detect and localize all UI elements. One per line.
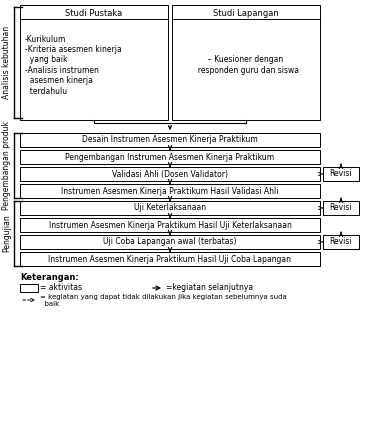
Text: Keterangan:: Keterangan: <box>20 273 79 282</box>
FancyBboxPatch shape <box>20 167 320 181</box>
FancyBboxPatch shape <box>20 133 320 147</box>
FancyBboxPatch shape <box>20 218 320 232</box>
FancyBboxPatch shape <box>20 284 38 292</box>
Text: Desain Instrumen Asesmen Kinerja Praktikum: Desain Instrumen Asesmen Kinerja Praktik… <box>82 135 258 145</box>
FancyBboxPatch shape <box>20 235 320 249</box>
FancyBboxPatch shape <box>20 150 320 164</box>
Text: Analisis kebutuhan: Analisis kebutuhan <box>3 26 12 99</box>
Text: Studi Lapangan: Studi Lapangan <box>213 8 279 17</box>
Text: Instrumen Asesmen Kinerja Praktikum Hasil Validasi Ahli: Instrumen Asesmen Kinerja Praktikum Hasi… <box>61 186 279 195</box>
Text: = kegiatan yang dapat tidak dilakukan jika kegiatan sebelumnya suda
  baik: = kegiatan yang dapat tidak dilakukan ji… <box>40 294 287 307</box>
FancyBboxPatch shape <box>20 201 320 215</box>
FancyBboxPatch shape <box>323 235 359 249</box>
Text: Uji Coba Lapangan awal (terbatas): Uji Coba Lapangan awal (terbatas) <box>103 238 237 247</box>
FancyBboxPatch shape <box>20 5 168 120</box>
FancyBboxPatch shape <box>20 184 320 198</box>
Text: Instrumen Asesmen Kinerja Praktikum Hasil Uji Keterlaksanaan: Instrumen Asesmen Kinerja Praktikum Hasi… <box>49 221 292 230</box>
Text: Studi Pustaka: Studi Pustaka <box>65 8 123 17</box>
FancyBboxPatch shape <box>172 5 320 120</box>
FancyBboxPatch shape <box>323 201 359 215</box>
Text: Instrumen Asesmen Kinerja Praktikum Hasil Uji Coba Lapangan: Instrumen Asesmen Kinerja Praktikum Hasi… <box>49 255 292 263</box>
FancyBboxPatch shape <box>20 252 320 266</box>
Text: -Kurikulum
-Kriteria asesmen kinerja
  yang baik
-Analisis instrumen
  asesmen k: -Kurikulum -Kriteria asesmen kinerja yan… <box>25 35 122 96</box>
FancyBboxPatch shape <box>323 167 359 181</box>
Text: Pengembangan Instrumen Asesmen Kinerja Praktikum: Pengembangan Instrumen Asesmen Kinerja P… <box>65 153 275 162</box>
Text: – Kuesioner dengan
  responden guru dan siswa: – Kuesioner dengan responden guru dan si… <box>193 55 299 75</box>
Text: = aktivitas: = aktivitas <box>40 283 82 292</box>
Text: Pengembangan produk: Pengembangan produk <box>3 121 12 210</box>
Text: =kegiatan selanjutnya: =kegiatan selanjutnya <box>166 283 253 292</box>
Text: Pengujian: Pengujian <box>3 214 12 252</box>
Text: Revisi: Revisi <box>330 238 352 247</box>
Text: Revisi: Revisi <box>330 170 352 178</box>
Text: Uji Keterlaksanaan: Uji Keterlaksanaan <box>134 203 206 213</box>
Text: Revisi: Revisi <box>330 203 352 213</box>
Text: Validasi Ahli (Dosen Validator): Validasi Ahli (Dosen Validator) <box>112 170 228 178</box>
